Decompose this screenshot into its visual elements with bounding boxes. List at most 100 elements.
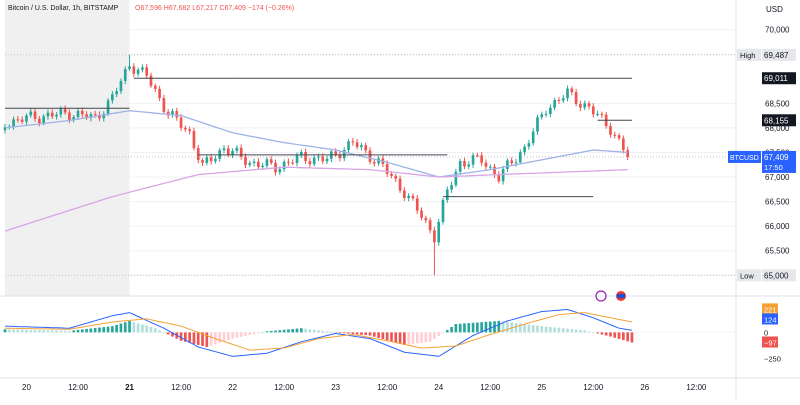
candle-body [76, 110, 80, 118]
histogram-value: −97 [764, 339, 777, 348]
macd-histogram-bar [132, 322, 136, 333]
candle-body [68, 112, 71, 120]
candle-body [111, 94, 114, 101]
macd-histogram-bar [171, 332, 174, 337]
candle-body [222, 148, 226, 151]
macd-histogram-bar [454, 324, 458, 333]
candle-body [171, 111, 174, 116]
macd-histogram-bar [63, 330, 67, 333]
candle-body [600, 113, 604, 115]
macd-histogram-bar [381, 332, 385, 340]
macd-histogram-bar [415, 332, 419, 344]
macd-histogram-bar [25, 329, 28, 333]
macd-histogram-bar [617, 332, 621, 339]
candle-body [119, 80, 123, 92]
price-axis-tick: 68,000 [765, 124, 790, 133]
candle-body [488, 166, 492, 168]
macd-histogram-bar [372, 332, 376, 337]
candle-body [72, 117, 76, 120]
macd-histogram-bar [342, 332, 346, 334]
candle-body [428, 220, 432, 231]
candle-body [424, 217, 428, 221]
candle-body [480, 155, 483, 163]
macd-histogram-bar [480, 322, 483, 333]
replay-icon[interactable] [595, 290, 607, 302]
candle-body [291, 162, 295, 164]
time-axis-tick: 23 [331, 383, 340, 392]
current-price-value: 67,409 [764, 153, 789, 162]
candle-body [587, 103, 591, 107]
macd-histogram-bar [355, 332, 359, 335]
price-axis-tick: 70,000 [765, 26, 790, 35]
candle-body [360, 145, 363, 148]
macd-histogram-bar [136, 323, 140, 333]
macd-histogram-bar [549, 326, 552, 333]
time-axis-tick: 25 [537, 383, 546, 392]
candle-body [609, 126, 612, 135]
time-axis-tick: 12:00 [583, 383, 604, 392]
macd-value-box [762, 303, 778, 315]
price-axis-tick: 66,500 [765, 198, 790, 207]
macd-histogram-bar [291, 329, 295, 333]
high-label-value: 69,487 [764, 51, 789, 60]
low-label-value: 65,000 [764, 271, 789, 280]
macd-histogram-bar [153, 328, 157, 333]
macd-histogram-bar [394, 332, 398, 343]
candle-body [437, 221, 441, 243]
level-69011-label-box [762, 72, 796, 85]
macd-histogram-bar [304, 328, 307, 333]
macd-histogram-bar [622, 332, 625, 341]
candle-body [304, 151, 307, 162]
macd-histogram-bar [244, 332, 247, 336]
candle-body [278, 169, 282, 173]
candle-body [312, 157, 316, 165]
candle-body [25, 115, 28, 122]
candle-body [102, 113, 106, 119]
candle-body [141, 67, 144, 70]
ohlc-readout: O67,596 H67,682 L67,217 C67,409 −174 (−0… [135, 5, 294, 12]
candle-body [368, 150, 372, 162]
macd-histogram-bar [38, 330, 41, 333]
current-price-box [762, 150, 796, 173]
macd-value: 221 [764, 305, 777, 314]
candle-body [544, 113, 548, 115]
candle-body [128, 66, 131, 70]
candle-body [55, 114, 58, 117]
macd-histogram-bar [205, 332, 209, 347]
macd-histogram-bar [287, 329, 290, 333]
time-axis-tick: 12:00 [686, 383, 707, 392]
candle-body [506, 160, 509, 170]
high-label-caption: High [740, 51, 755, 60]
macd-histogram-bar [317, 330, 320, 333]
candle-body [476, 155, 479, 157]
macd-histogram-bar [385, 332, 389, 341]
time-axis-tick: 21 [125, 383, 134, 392]
candle-body [282, 161, 286, 170]
candle-body [59, 108, 63, 115]
candle-body [269, 159, 273, 163]
macd-histogram-bar [89, 328, 93, 333]
macd-histogram-bar [450, 327, 453, 333]
macd-histogram-bar [231, 332, 234, 339]
macd-histogram-bar [179, 332, 183, 341]
macd-histogram-bar [184, 332, 187, 342]
flag-icon-band [617, 294, 625, 298]
high-label-box [762, 48, 796, 61]
time-axis-tick: 12:00 [480, 383, 501, 392]
flag-icon[interactable] [616, 291, 626, 301]
macd-histogram-bar [274, 330, 277, 333]
ma-slow-line [4, 166, 628, 232]
macd-histogram-bar [334, 332, 337, 334]
macd-histogram-bar [42, 330, 45, 333]
macd-histogram-bar [583, 330, 587, 333]
macd-histogram-bar [218, 332, 222, 343]
macd-histogram-bar [471, 322, 475, 333]
macd-histogram-bar [531, 325, 535, 333]
macd-histogram-bar [536, 325, 539, 333]
level-68155-label-box [762, 114, 796, 127]
candle-body [454, 171, 458, 186]
candle-body [364, 145, 368, 151]
candle-body [484, 162, 488, 167]
